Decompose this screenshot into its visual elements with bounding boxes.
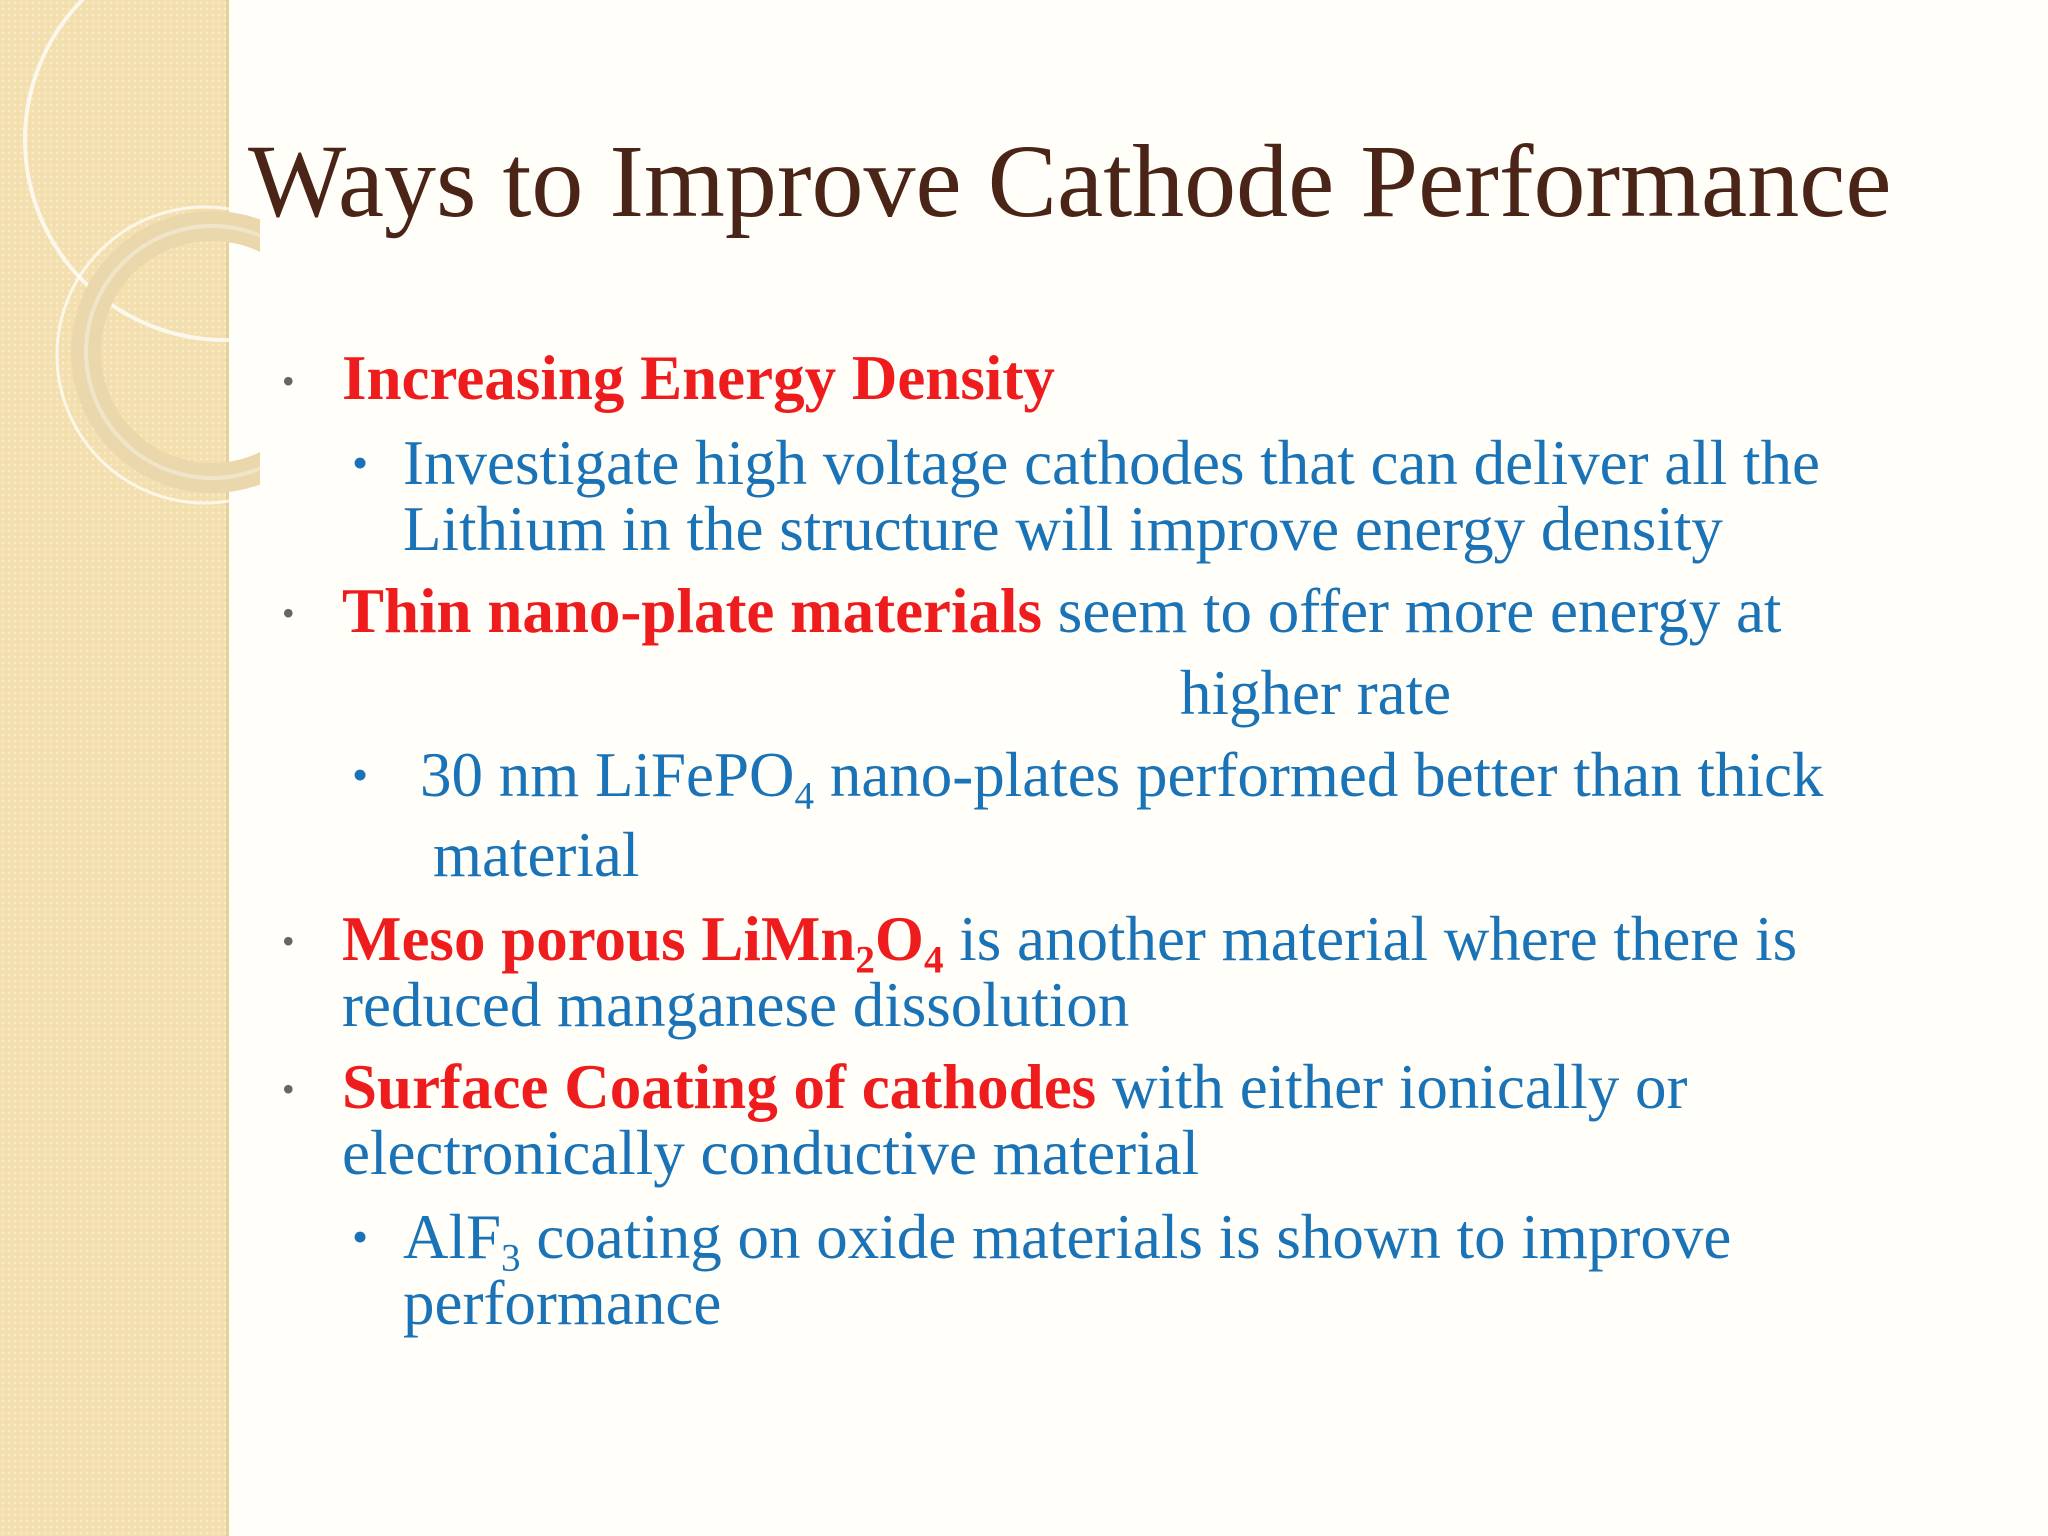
decorative-rings: [23, 0, 260, 505]
bullet-marker: •: [282, 1069, 295, 1109]
subscript: 3: [501, 1236, 521, 1280]
text-segment: AlF: [403, 1202, 502, 1272]
bullet-text: with either ionically or: [1096, 1052, 1688, 1122]
bullet-text: seem to offer more energy at: [1042, 576, 1782, 646]
bullet-increasing-energy-density: Increasing Energy Density: [342, 345, 1055, 411]
bullet-heading: Meso porous LiMn2O4: [342, 904, 943, 980]
bullet-surface-coating: Surface Coating of cathodes with either …: [342, 1054, 1688, 1120]
sub-bullet-line: performance: [403, 1268, 722, 1338]
text-segment: O: [874, 904, 924, 974]
text-segment: 30 nm LiFePO: [420, 740, 795, 810]
text-segment: nano-plates performed better than thick: [814, 740, 1824, 810]
bullet-text: is another material where there is: [943, 904, 1798, 974]
bullet-marker: •: [282, 921, 295, 961]
bullet-marker: •: [282, 593, 295, 633]
slide-title: Ways to Improve Cathode Performance: [248, 124, 1892, 239]
sub-bullet-line: material: [433, 820, 640, 890]
subscript: 4: [923, 938, 944, 982]
text-segment: Meso porous LiMn: [342, 904, 856, 974]
sub-bullet-line: AlF3 coating on oxide materials is shown…: [403, 1202, 1732, 1278]
bullet-continuation: reduced manganese dissolution: [342, 970, 1130, 1040]
bullet-continuation: higher rate: [1180, 658, 1452, 728]
text-segment: coating on oxide materials is shown to i…: [520, 1202, 1732, 1272]
sub-bullet-line: Lithium in the structure will improve en…: [403, 494, 1723, 564]
bullet-heading: Thin nano-plate materials: [342, 576, 1043, 646]
bullet-heading: Increasing Energy Density: [342, 343, 1055, 413]
bullet-meso-porous: Meso porous LiMn2O4 is another material …: [342, 904, 1798, 980]
bullet-marker: •: [282, 361, 295, 401]
subscript: 4: [794, 774, 815, 818]
sub-bullet-marker: •: [352, 1211, 369, 1262]
bullet-thin-nano-plate: Thin nano-plate materials seem to offer …: [342, 578, 1781, 644]
sub-bullet-line: 30 nm LiFePO4 nano-plates performed bett…: [420, 740, 1824, 816]
sub-bullet-marker: •: [352, 749, 369, 800]
sub-bullet-line: Investigate high voltage cathodes that c…: [403, 428, 1820, 498]
sub-bullet-marker: •: [352, 437, 369, 488]
bullet-continuation: electronically conductive material: [342, 1118, 1200, 1188]
subscript: 2: [855, 938, 875, 982]
bullet-heading: Surface Coating of cathodes: [342, 1052, 1097, 1122]
